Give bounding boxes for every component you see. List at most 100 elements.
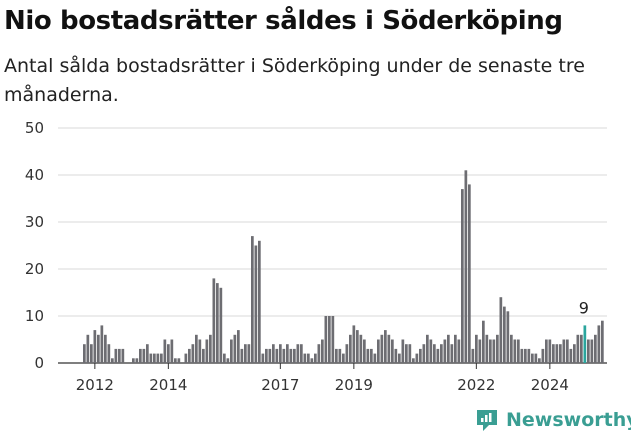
bar: [317, 344, 321, 363]
bar: [331, 316, 335, 363]
bar: [377, 339, 380, 363]
bar: [517, 339, 520, 363]
bar: [226, 358, 230, 363]
bar: [569, 348, 573, 363]
bar: [429, 339, 433, 363]
bar: [170, 339, 174, 363]
bar: [114, 348, 118, 363]
bar: [279, 344, 282, 363]
bar: [289, 348, 293, 363]
bar: [482, 320, 485, 363]
y-tick-label: 50: [25, 119, 44, 137]
bar: [282, 348, 286, 363]
bar: [433, 344, 436, 363]
bar: [86, 334, 90, 363]
bar: [174, 358, 177, 363]
bar: [307, 353, 310, 363]
bar: [293, 348, 296, 363]
bar: [167, 344, 170, 363]
x-tick-label: 2022: [457, 376, 495, 394]
bar: [251, 236, 254, 363]
bar: [562, 339, 566, 363]
bar: [520, 348, 524, 363]
bar: [538, 358, 541, 363]
bar: [107, 344, 111, 363]
annotations: 9: [579, 298, 589, 317]
bar: [324, 316, 328, 363]
bar: [440, 344, 443, 363]
bar: [555, 344, 559, 363]
bar: [531, 353, 534, 363]
bar: [499, 297, 503, 363]
bar: [191, 344, 195, 363]
bar: [426, 334, 429, 363]
bar: [156, 353, 160, 363]
bar: [254, 245, 258, 363]
x-tick-label: 2024: [531, 376, 569, 394]
y-axis-ticks: 0 10 20 30 40 50: [25, 119, 44, 372]
bar: [121, 348, 125, 363]
bar: [247, 344, 251, 363]
bar: [510, 334, 513, 363]
bar: [356, 330, 359, 363]
bar: [359, 334, 363, 363]
bar: [401, 339, 405, 363]
bar: [97, 334, 100, 363]
bar: [478, 339, 482, 363]
bar: [142, 348, 146, 363]
bar: [212, 278, 216, 363]
bar: [342, 353, 345, 363]
bar: [436, 348, 440, 363]
bar: [422, 344, 426, 363]
bar: [310, 358, 314, 363]
bar: [573, 344, 576, 363]
bar: [275, 348, 279, 363]
bar: [594, 334, 597, 363]
x-tick-label: 2017: [261, 376, 299, 394]
bar: [149, 353, 153, 363]
bar: [566, 339, 569, 363]
brand-name: Newsworthy: [506, 409, 631, 431]
bar: [163, 339, 167, 363]
bar: [296, 344, 300, 363]
bar: [202, 348, 205, 363]
bar: [394, 348, 398, 363]
chart-subtitle: Antal sålda bostadsrätter i Söderköping …: [4, 55, 585, 106]
bar: [552, 344, 555, 363]
bar: [219, 287, 223, 363]
bar: [391, 339, 394, 363]
x-tick-label: 2019: [335, 376, 373, 394]
bar: [597, 325, 601, 363]
bar: [363, 339, 366, 363]
bar: [93, 330, 97, 363]
bar: [132, 358, 135, 363]
x-tick-label: 2014: [149, 376, 187, 394]
bar: [366, 348, 370, 363]
bar: [412, 358, 415, 363]
bar: [496, 334, 499, 363]
bar: [468, 184, 471, 363]
bar: [258, 240, 261, 363]
y-tick-label: 20: [25, 260, 44, 278]
bar: [513, 339, 517, 363]
bar: [485, 334, 489, 363]
bar: [461, 189, 464, 363]
bar: [450, 344, 454, 363]
bars: [83, 170, 604, 363]
bar: [188, 348, 191, 363]
bar: [205, 339, 209, 363]
bar: [541, 348, 545, 363]
bar: [303, 353, 307, 363]
bar: [272, 344, 275, 363]
bar: [177, 358, 181, 363]
y-tick-label: 0: [34, 354, 44, 372]
bar: [380, 334, 384, 363]
bar: [405, 344, 408, 363]
bar: [534, 353, 538, 363]
bar: [146, 344, 149, 363]
bar: [135, 358, 139, 363]
bar: [415, 353, 419, 363]
bar: [244, 344, 247, 363]
bar: [100, 325, 104, 363]
